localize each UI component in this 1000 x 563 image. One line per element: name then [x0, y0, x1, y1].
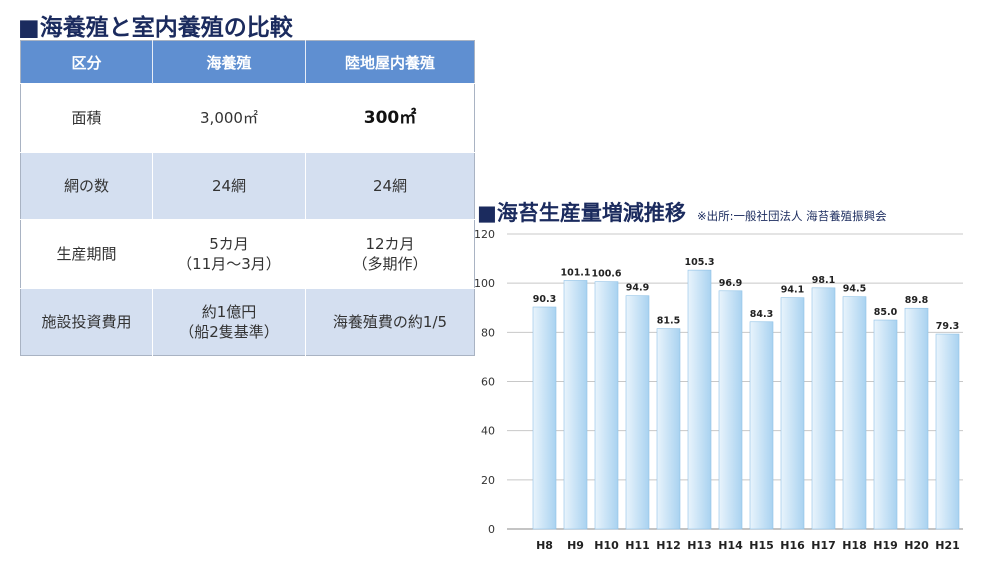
x-tick-label-H14: H14: [718, 539, 743, 552]
y-tick-label: 80: [481, 326, 495, 339]
production-bar-chart: 0 20 40 60 80 100 120 90.3 H8 101.1 H9 100.6 H10 94.9…: [474, 228, 963, 552]
chart-title: ■海苔生産量増減推移: [477, 201, 686, 225]
header-indoor-farming: 陸地屋内養殖: [305, 40, 475, 84]
x-tick-label-H9: H9: [567, 539, 584, 552]
table-row: 面積 3,000㎡ 300㎡: [20, 83, 475, 153]
cell-indoor-investment: 海養殖費の約1/5: [305, 288, 475, 356]
cell-indoor-period-line2: （多期作）: [352, 255, 428, 273]
value-label-H19: 85.0: [874, 307, 898, 318]
value-label-H9: 101.1: [560, 267, 590, 278]
bar-H19: [873, 319, 898, 530]
bar-H20: [904, 307, 929, 530]
x-tick-label-H20: H20: [904, 539, 929, 552]
value-label-H17: 98.1: [812, 275, 835, 286]
x-tick-label-H13: H13: [687, 539, 712, 552]
cell-indoor-nets: 24網: [305, 152, 475, 220]
x-tick-label-H11: H11: [625, 539, 650, 552]
bar-H14: [718, 290, 743, 530]
bar-H13: [687, 269, 712, 530]
value-label-H8: 90.3: [533, 294, 556, 305]
source-note: ※出所:一般社団法人 海苔養殖振興会: [696, 209, 887, 223]
value-label-H20: 89.8: [905, 295, 929, 306]
value-label-H18: 94.5: [843, 284, 866, 295]
row-label-area: 面積: [20, 83, 153, 153]
y-tick-label: 60: [481, 376, 495, 389]
x-tick-label-H17: H17: [811, 539, 836, 552]
table-row: 施設投資費用 約1億円 （船2隻基準） 海養殖費の約1/5: [20, 288, 475, 356]
y-tick-label: 120: [474, 228, 495, 241]
labels-layer: 0 20 40 60 80 100 120 90.3 H8 101.1 H9 100.6 H10 94.9…: [474, 228, 960, 552]
bar-H11: [625, 295, 650, 530]
value-label-H14: 96.9: [719, 278, 742, 289]
bar-H8: [532, 306, 557, 530]
bars-layer: [532, 269, 960, 530]
row-label-investment: 施設投資費用: [20, 288, 153, 356]
value-label-H10: 100.6: [591, 269, 621, 280]
y-tick-label: 0: [488, 523, 495, 536]
table-row: 網の数 24網 24網: [20, 152, 475, 220]
bar-H10: [594, 281, 619, 530]
x-tick-label-H10: H10: [594, 539, 619, 552]
comparison-table: 区分 海養殖 陸地屋内養殖 面積 3,000㎡ 300㎡ 網の数 24網 24網…: [20, 40, 475, 356]
value-label-H21: 79.3: [936, 321, 959, 332]
value-label-H13: 105.3: [684, 257, 714, 268]
cell-indoor-period: 12カ月 （多期作）: [305, 219, 475, 289]
bar-H16: [780, 297, 805, 530]
y-tick-label: 100: [474, 277, 495, 290]
cell-sea-period-line2: （11月〜3月）: [177, 255, 281, 273]
cell-indoor-area: 300㎡: [305, 83, 475, 153]
cell-sea-period: 5カ月 （11月〜3月）: [152, 219, 306, 289]
value-label-H15: 84.3: [750, 309, 773, 320]
table-row: 生産期間 5カ月 （11月〜3月） 12カ月 （多期作）: [20, 219, 475, 289]
chart-title-block: ■海苔生産量増減推移 ※出所:一般社団法人 海苔養殖振興会: [477, 197, 887, 227]
header-sea-farming: 海養殖: [152, 40, 306, 84]
value-label-H12: 81.5: [657, 316, 680, 327]
x-tick-label-H15: H15: [749, 539, 774, 552]
comparison-title: ■海養殖と室内養殖の比較: [18, 15, 293, 41]
x-tick-label-H19: H19: [873, 539, 898, 552]
bar-H15: [749, 321, 774, 530]
cell-sea-investment-line1: 約1億円: [201, 303, 257, 321]
bar-H17: [811, 287, 836, 530]
cell-sea-area: 3,000㎡: [152, 83, 306, 153]
cell-sea-period-line1: 5カ月: [209, 235, 249, 253]
header-category: 区分: [20, 40, 153, 84]
row-label-nets: 網の数: [20, 152, 153, 220]
bar-H18: [842, 296, 867, 530]
bar-H21: [935, 333, 960, 530]
x-tick-label-H16: H16: [780, 539, 805, 552]
x-tick-label-H8: H8: [536, 539, 553, 552]
x-tick-label-H21: H21: [935, 539, 960, 552]
y-tick-label: 20: [481, 474, 495, 487]
table-header-row: 区分 海養殖 陸地屋内養殖: [20, 40, 475, 84]
x-tick-label-H12: H12: [656, 539, 681, 552]
cell-sea-investment: 約1億円 （船2隻基準）: [152, 288, 306, 356]
cell-indoor-period-line1: 12カ月: [365, 235, 415, 253]
value-label-H11: 94.9: [626, 283, 649, 294]
x-tick-label-H18: H18: [842, 539, 867, 552]
value-label-H16: 94.1: [781, 285, 804, 296]
y-tick-label: 40: [481, 425, 495, 438]
bar-H12: [656, 328, 681, 530]
bar-H9: [563, 280, 588, 530]
row-label-period: 生産期間: [20, 219, 153, 289]
cell-sea-nets: 24網: [152, 152, 306, 220]
cell-sea-investment-line2: （船2隻基準）: [179, 323, 279, 341]
